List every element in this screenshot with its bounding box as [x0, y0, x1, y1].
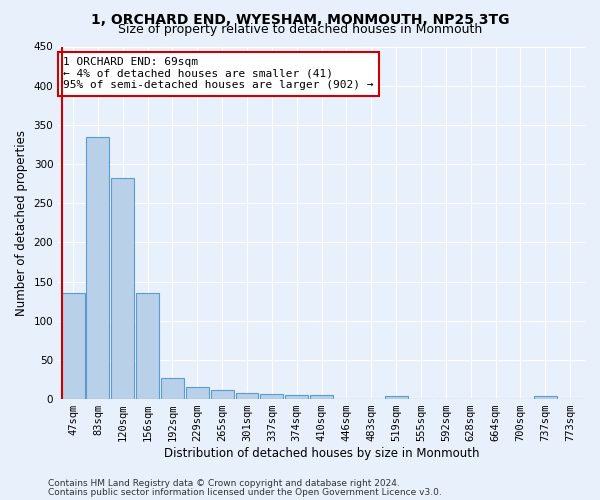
Bar: [260, 394, 283, 399]
Bar: [86, 136, 109, 399]
Text: 1, ORCHARD END, WYESHAM, MONMOUTH, NP25 3TG: 1, ORCHARD END, WYESHAM, MONMOUTH, NP25 …: [91, 12, 509, 26]
Text: 1 ORCHARD END: 69sqm
← 4% of detached houses are smaller (41)
95% of semi-detach: 1 ORCHARD END: 69sqm ← 4% of detached ho…: [64, 57, 374, 90]
Bar: [186, 388, 209, 399]
Bar: [310, 395, 333, 399]
Bar: [211, 390, 233, 399]
Bar: [136, 294, 159, 399]
Bar: [62, 292, 85, 399]
Bar: [385, 396, 407, 399]
X-axis label: Distribution of detached houses by size in Monmouth: Distribution of detached houses by size …: [164, 447, 479, 460]
Text: Contains HM Land Registry data © Crown copyright and database right 2024.: Contains HM Land Registry data © Crown c…: [48, 479, 400, 488]
Text: Size of property relative to detached houses in Monmouth: Size of property relative to detached ho…: [118, 22, 482, 36]
Bar: [286, 395, 308, 399]
Text: Contains public sector information licensed under the Open Government Licence v3: Contains public sector information licen…: [48, 488, 442, 497]
Y-axis label: Number of detached properties: Number of detached properties: [15, 130, 28, 316]
Bar: [236, 393, 259, 399]
Bar: [534, 396, 557, 399]
Bar: [112, 178, 134, 399]
Bar: [161, 378, 184, 399]
